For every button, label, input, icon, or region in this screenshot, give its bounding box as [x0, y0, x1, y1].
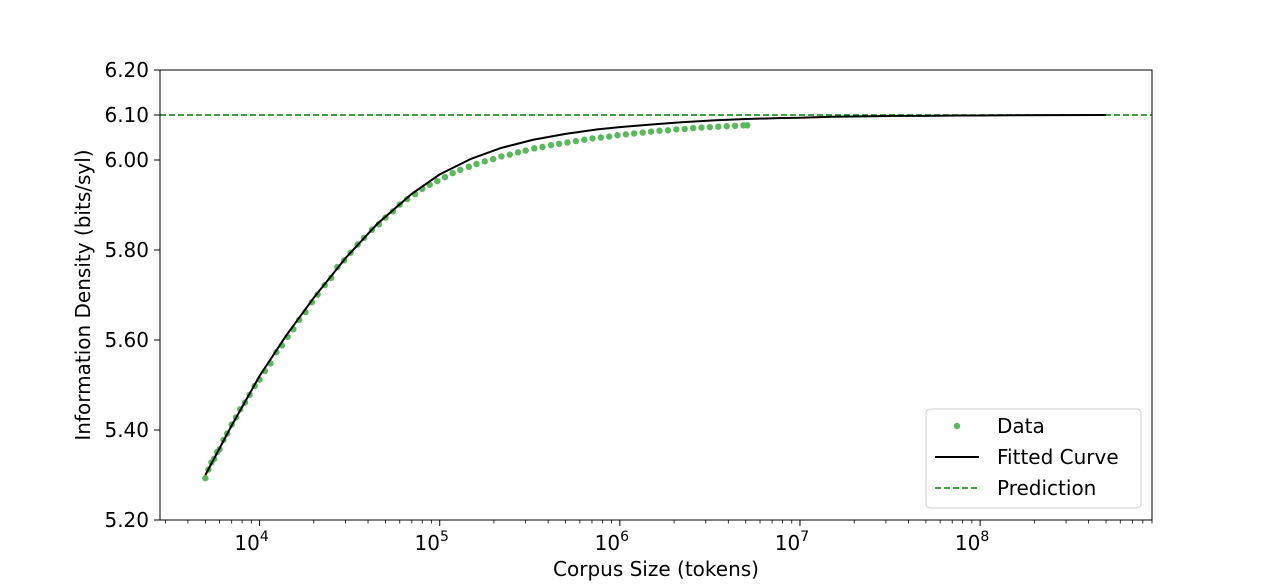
y-axis-title: Information Density (bits/syl)	[71, 149, 95, 440]
legend-prediction-label: Prediction	[997, 476, 1096, 500]
data-point	[489, 155, 497, 163]
data-point	[622, 131, 630, 138]
legend-data-marker	[953, 422, 961, 430]
series-layer	[160, 114, 1152, 482]
data-point	[706, 123, 714, 131]
data-point	[547, 141, 555, 149]
plot-frame	[159, 69, 1153, 521]
data-point	[664, 127, 672, 134]
data-point	[481, 158, 489, 165]
x-tick-label: 106	[595, 529, 629, 555]
y-tick-label: 5.80	[104, 238, 149, 262]
data-point	[514, 149, 522, 156]
data-point	[473, 160, 480, 168]
data-point	[606, 133, 613, 140]
y-tick-label: 5.60	[104, 328, 149, 352]
y-tick-label: 5.20	[104, 508, 149, 532]
data-point	[506, 151, 514, 158]
data-point	[597, 134, 605, 141]
x-tick-label: 107	[775, 529, 809, 555]
x-axis-title: Corpus Size (tokens)	[553, 557, 759, 581]
data-point	[589, 135, 596, 142]
data-point	[744, 122, 751, 129]
fitted-curve-line	[204, 114, 1107, 476]
data-point	[581, 136, 588, 143]
data-point	[673, 126, 680, 133]
y-tick-label: 6.20	[104, 58, 149, 82]
data-point	[647, 128, 655, 135]
y-axis: 5.20 5.40 5.60 5.80 6.00 6.10 6.20	[104, 58, 160, 532]
data-point	[539, 143, 546, 151]
data-point	[630, 130, 638, 137]
data-point	[614, 132, 621, 139]
data-point	[328, 274, 335, 282]
x-axis: 104 105 106 107 108	[164, 520, 1153, 555]
legend: Data Fitted Curve Prediction	[925, 408, 1142, 509]
data-point	[681, 125, 688, 133]
data-point	[555, 140, 563, 147]
legend-box	[925, 408, 1142, 509]
data-point	[698, 124, 705, 131]
data-point	[457, 166, 464, 174]
data-point	[449, 169, 456, 177]
x-tick-label: 108	[955, 529, 989, 555]
data-point	[434, 177, 441, 185]
data-point	[689, 124, 697, 132]
data-point	[441, 173, 449, 181]
data-point	[531, 145, 538, 152]
data-point	[465, 163, 472, 170]
data-point	[731, 122, 739, 129]
y-tick-label: 5.40	[104, 418, 149, 442]
data-point	[656, 127, 663, 134]
x-tick-label: 105	[415, 529, 449, 555]
data-point	[715, 123, 722, 130]
y-tick-label: 6.10	[104, 103, 149, 127]
x-tick-label: 104	[234, 529, 268, 555]
data-point	[522, 147, 529, 154]
data-point	[202, 474, 209, 482]
data-point	[723, 123, 730, 130]
legend-fit-label: Fitted Curve	[997, 445, 1119, 469]
legend-data-label: Data	[997, 414, 1045, 438]
data-point	[498, 153, 505, 160]
data-point	[564, 139, 571, 146]
data-point	[639, 129, 646, 136]
data-point	[572, 137, 580, 145]
y-tick-label: 6.00	[104, 148, 149, 172]
